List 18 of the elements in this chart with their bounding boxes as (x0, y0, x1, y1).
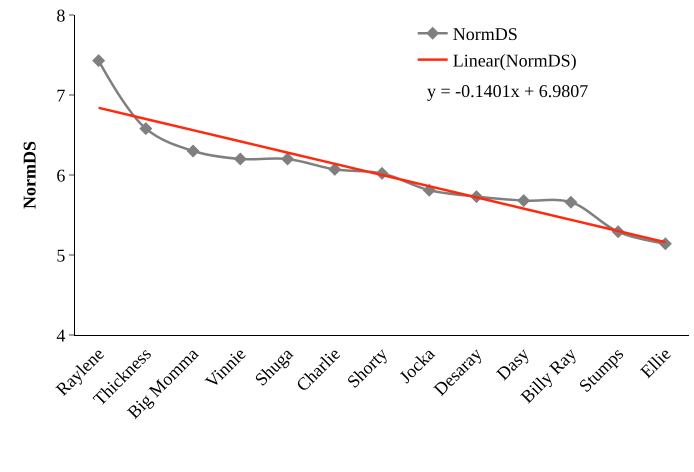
legend-label: NormDS (452, 24, 518, 44)
legend-label: Linear(NormDS) (452, 50, 577, 71)
point (517, 194, 530, 208)
y-tick-label: 8 (56, 5, 66, 26)
point (92, 54, 106, 68)
y-axis-title: NormDS (20, 141, 40, 209)
y-tick-label: 5 (56, 245, 66, 266)
y-tick-label: 4 (56, 325, 66, 346)
point (328, 162, 342, 176)
point (139, 122, 152, 136)
x-tick-label: Ellie (636, 344, 675, 382)
y-tick-label: 7 (56, 85, 66, 106)
annotation: y = -0.1401x + 6.9807 (427, 81, 588, 101)
point (281, 152, 294, 166)
point (564, 196, 578, 209)
point (234, 152, 247, 166)
point (186, 144, 200, 158)
y-tick-label: 6 (56, 165, 66, 186)
